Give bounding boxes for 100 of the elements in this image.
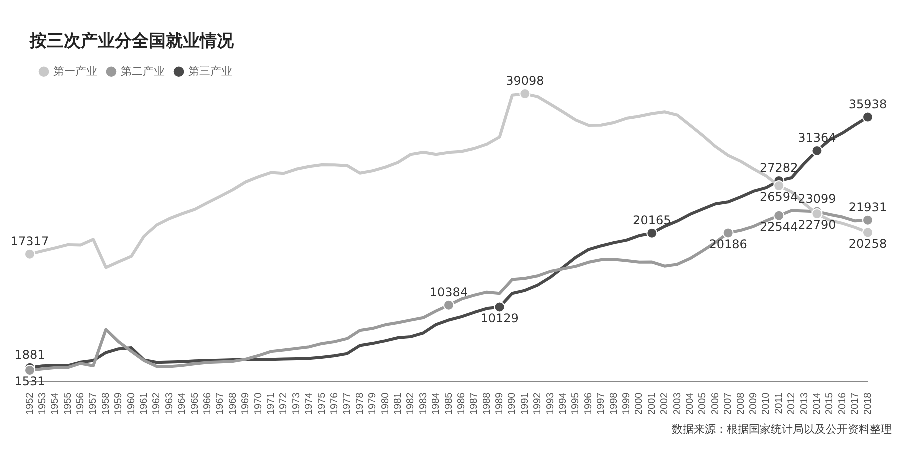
chart-title: 按三次产业分全国就业情况: [29, 32, 235, 52]
x-tick-label: 1970: [253, 392, 264, 416]
x-tick-label: 2012: [786, 392, 798, 416]
x-tick-label: 1954: [50, 392, 62, 416]
x-tick-label: 1987: [469, 392, 480, 416]
x-tick-label: 2015: [824, 392, 836, 416]
data-label: 17317: [10, 234, 50, 248]
x-tick-label: 2006: [710, 392, 722, 416]
data-label: 22790: [798, 218, 836, 232]
x-tick-label: 1959: [114, 392, 125, 416]
data-label: 26594: [760, 190, 798, 204]
data-label: 22544: [760, 220, 798, 234]
point: [862, 214, 874, 226]
x-tick-label: 2008: [736, 392, 747, 416]
x-tick-label: 2002: [660, 392, 671, 416]
x-tick-label: 1994: [558, 392, 570, 416]
x-tick-label: 2007: [723, 392, 734, 416]
x-tick-label: 2011: [774, 392, 785, 414]
x-tick-label: 2017: [850, 392, 862, 416]
point: [24, 364, 36, 376]
point: [24, 248, 36, 260]
x-tick-label: 1958: [100, 392, 112, 416]
x-tick-label: 2009: [748, 392, 760, 416]
x-tick-label: 1964: [177, 392, 188, 416]
x-tick-label: 1957: [88, 392, 100, 416]
x-tick-label: 1982: [406, 392, 417, 416]
x-tick-label: 1999: [622, 392, 633, 416]
point: [774, 180, 785, 192]
x-tick-label: 2001: [646, 392, 658, 416]
x-tick-label: 1969: [240, 392, 252, 416]
x-tick-label: 2000: [634, 392, 646, 416]
x-tick-label: 1965: [190, 392, 201, 416]
x-tick-label: 2016: [837, 392, 848, 416]
x-tick-label: 1991: [520, 392, 531, 416]
x-tick-label: 1967: [215, 392, 226, 416]
x-tick-label: 2010: [761, 392, 772, 416]
x-tick-label: 1963: [164, 392, 176, 416]
point: [520, 88, 531, 100]
x-tick-label: 1974: [304, 392, 316, 416]
point: [722, 228, 734, 239]
data-label: 1881: [14, 348, 46, 362]
x-tick-label: 2018: [862, 392, 874, 416]
data-label: 10129: [480, 311, 519, 326]
point: [862, 227, 874, 238]
x-tick-label: 1981: [392, 392, 404, 416]
x-tick-label: 1992: [532, 392, 544, 416]
x-tick-label: 1998: [608, 392, 620, 416]
data-label: 39098: [506, 74, 544, 88]
data-label: 20186: [709, 237, 748, 252]
data-label: 20258: [848, 236, 888, 251]
x-tick-label: 1972: [278, 392, 290, 416]
x-tick-label: 2014: [812, 392, 823, 416]
x-tick-label: 1956: [76, 392, 87, 416]
x-tick-label: 1962: [152, 392, 163, 416]
point: [774, 210, 785, 222]
data-label: 35938: [848, 97, 888, 112]
x-tick-label: 1960: [126, 392, 138, 416]
data-label: 10384: [430, 285, 468, 300]
point: [812, 145, 823, 156]
x-tick-label: 1966: [202, 392, 214, 416]
x-tick-label: 1995: [570, 392, 582, 416]
x-tick-label: 1990: [507, 392, 518, 416]
point: [444, 300, 454, 311]
legend-label: 第三产业: [188, 64, 232, 78]
point: [494, 302, 506, 313]
x-tick-label: 1971: [266, 392, 277, 416]
x-tick-label: 2003: [672, 392, 684, 416]
x-tick-label: 1996: [583, 392, 594, 416]
x-tick-label: 1961: [139, 392, 150, 416]
data-label: 1531: [14, 374, 46, 389]
x-tick-label: 1988: [482, 392, 493, 416]
x-tick-label: 1979: [368, 392, 379, 416]
x-tick-label: 1976: [329, 392, 340, 416]
legend-label: 第二产业: [121, 64, 165, 78]
point: [862, 112, 874, 123]
source-note: 数据来源：根据国家统计局以及公开资料整理: [671, 422, 892, 437]
data-label: 23099: [798, 192, 836, 206]
x-tick-label: 1978: [354, 392, 366, 416]
x-tick-label: 1980: [380, 392, 392, 416]
x-tick-label: 2005: [698, 392, 709, 416]
x-tick-label: 1984: [431, 392, 442, 416]
data-label: 21931: [848, 200, 888, 214]
x-tick-label: 1997: [596, 392, 608, 416]
x-tick-label: 1986: [456, 392, 468, 416]
data-label: 20165: [633, 213, 672, 228]
x-tick-label: 1953: [37, 392, 48, 416]
x-tick-label: 1973: [291, 392, 302, 416]
x-tick-label: 1983: [418, 392, 430, 416]
point: [812, 208, 823, 220]
x-tick-label: 1968: [228, 392, 239, 416]
x-tick-label: 1955: [62, 392, 74, 416]
point: [646, 228, 658, 239]
x-tick-label: 1993: [545, 392, 556, 416]
x-tick-label: 2013: [799, 392, 810, 416]
x-tick-label: 1985: [444, 392, 455, 416]
legend-label: 第一产业: [54, 64, 98, 78]
x-tick-label: 1975: [316, 392, 328, 416]
x-tick-label: 1989: [494, 392, 506, 416]
x-tick-label: 1977: [342, 392, 354, 416]
x-tick-label: 2004: [684, 392, 696, 416]
